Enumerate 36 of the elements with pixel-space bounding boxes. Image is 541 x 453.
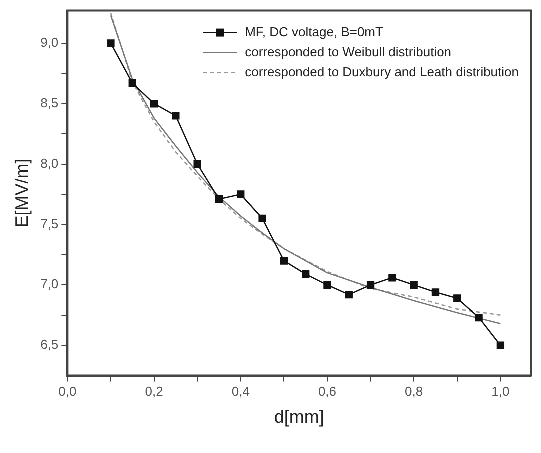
- point: [194, 160, 202, 168]
- x-tick-label: 1,0: [492, 384, 510, 400]
- point: [215, 196, 224, 204]
- point: [150, 100, 158, 108]
- legend-label: MF, DC voltage, B=0mT: [245, 24, 384, 40]
- point: [432, 288, 440, 296]
- x-tick-label: 0,8: [405, 384, 424, 400]
- legend-label: corresponded to Weibull distribution: [245, 44, 452, 60]
- point: [324, 281, 332, 289]
- y-tick-label: 6,5: [40, 337, 59, 352]
- point: [302, 270, 310, 278]
- point: [366, 281, 375, 289]
- point: [410, 281, 418, 289]
- point: [280, 257, 288, 265]
- legend-label: corresponded to Duxbury and Leath distribution: [245, 64, 520, 80]
- y-tick-label: 7,5: [40, 216, 59, 232]
- x-axis-title: d[mm]: [274, 407, 324, 428]
- x-tick-label: 0,2: [145, 384, 164, 400]
- y-tick-label: 9,0: [40, 35, 59, 50]
- point: [258, 214, 266, 223]
- point: [345, 290, 353, 299]
- point: [107, 40, 115, 48]
- y-tick-label: 8,0: [40, 156, 59, 171]
- x-tick-label: 0,4: [232, 384, 250, 400]
- y-tick-label: 7,0: [40, 276, 59, 292]
- x-tick-label: 0,6: [318, 384, 337, 400]
- point: [454, 294, 462, 302]
- point: [172, 112, 180, 120]
- y-tick-label: 8,5: [40, 95, 59, 110]
- x-tick-label: 0,0: [58, 384, 77, 400]
- point: [388, 274, 396, 282]
- point: [237, 190, 245, 198]
- y-axis-title: E[MV/m]: [12, 158, 32, 228]
- point: [128, 79, 136, 88]
- point: [496, 342, 505, 350]
- point: [475, 314, 483, 322]
